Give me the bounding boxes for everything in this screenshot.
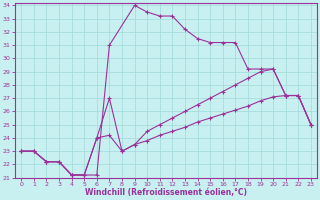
- X-axis label: Windchill (Refroidissement éolien,°C): Windchill (Refroidissement éolien,°C): [85, 188, 247, 197]
